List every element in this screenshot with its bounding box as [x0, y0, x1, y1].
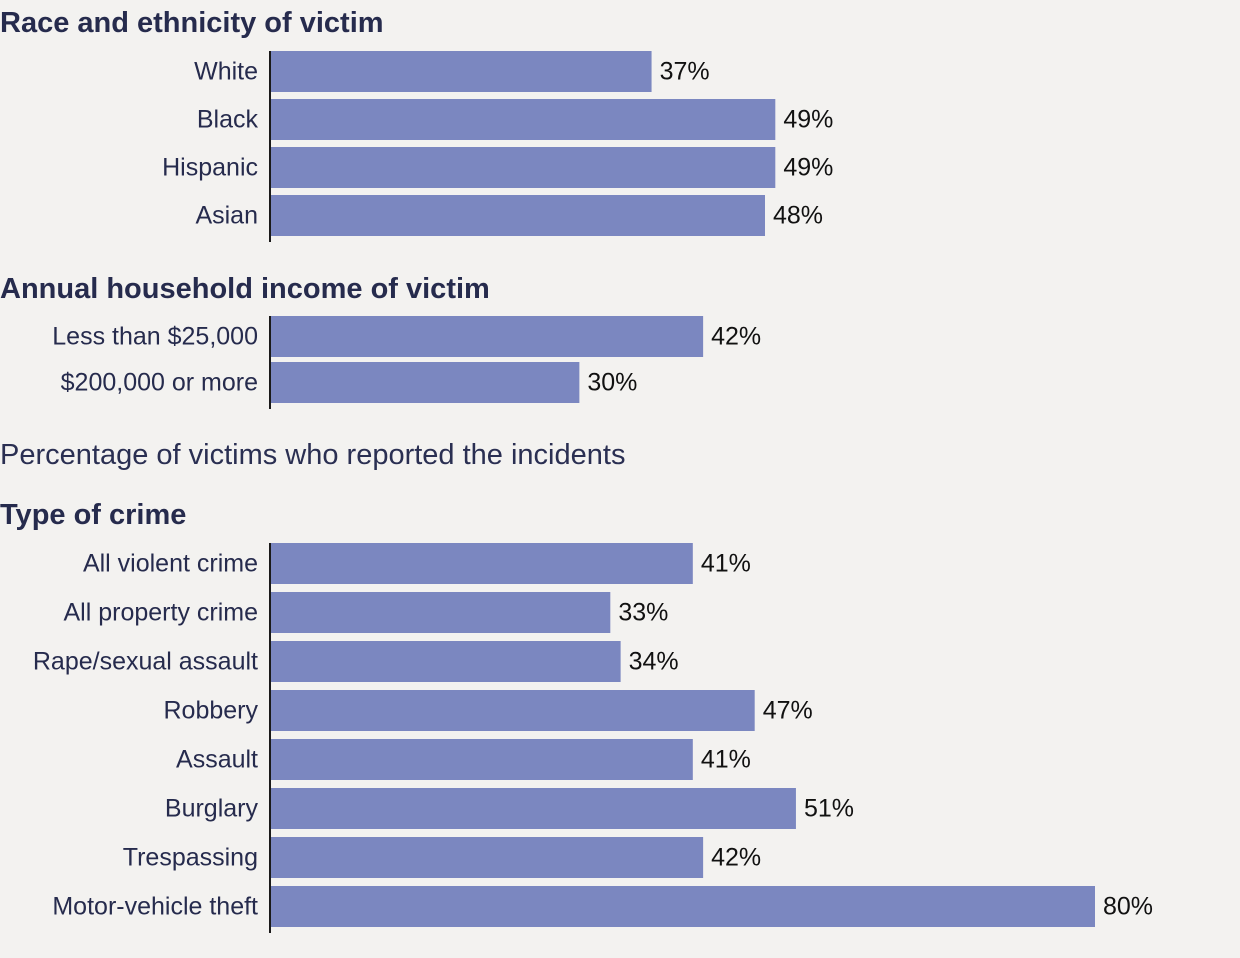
bar-motor-vehicle-theft — [270, 886, 1095, 927]
value-label-less-than-25-000: 42% — [711, 323, 761, 351]
category-label-motor-vehicle-theft: Motor-vehicle theft — [52, 893, 258, 921]
category-label-burglary: Burglary — [165, 795, 259, 823]
value-label-trespassing: 42% — [711, 844, 761, 872]
category-label-black: Black — [197, 106, 259, 134]
bar-assault — [270, 739, 693, 780]
bar-burglary — [270, 788, 796, 829]
category-label-200-000-or-more: $200,000 or more — [61, 369, 258, 397]
value-label-black: 49% — [783, 106, 833, 134]
bar-less-than-25-000 — [270, 316, 704, 357]
bar-white — [270, 51, 652, 92]
type-of-crime-panel: All violent crime 41% All property crime 33… — [33, 543, 1153, 933]
category-label-hispanic: Hispanic — [162, 154, 258, 182]
value-label-200-000-or-more: 30% — [587, 369, 637, 397]
value-label-white: 37% — [660, 58, 710, 86]
bar-robbery — [270, 690, 755, 731]
bar-trespassing — [270, 837, 704, 878]
annual-household-income-of-victim-panel: Less than $25,000 42% $200,000 or more 30% — [52, 316, 761, 409]
category-label-trespassing: Trespassing — [123, 844, 258, 872]
category-label-all-property-crime: All property crime — [64, 599, 259, 627]
value-label-assault: 41% — [701, 746, 751, 774]
crime-panel-title: Type of crime — [0, 499, 186, 531]
category-label-all-violent-crime: All violent crime — [83, 550, 258, 578]
value-label-all-property-crime: 33% — [618, 599, 668, 627]
chart-caption: Percentage of victims who reported the i… — [0, 439, 625, 471]
bar-rape-sexual-assault — [270, 641, 621, 682]
category-label-less-than-25-000: Less than $25,000 — [52, 323, 258, 351]
bar-hispanic — [270, 147, 776, 188]
value-label-all-violent-crime: 41% — [701, 550, 751, 578]
value-label-asian: 48% — [773, 202, 823, 230]
income-panel-title: Annual household income of victim — [0, 273, 490, 305]
category-label-asian: Asian — [195, 202, 258, 230]
category-label-assault: Assault — [176, 746, 258, 774]
bar-all-violent-crime — [270, 543, 693, 584]
race-and-ethnicity-of-victim-panel: White 37% Black 49% Hispanic 49% Asian 48% — [162, 51, 833, 242]
category-label-robbery: Robbery — [164, 697, 259, 725]
value-label-rape-sexual-assault: 34% — [629, 648, 679, 676]
category-label-white: White — [194, 58, 258, 86]
category-label-rape-sexual-assault: Rape/sexual assault — [33, 648, 258, 676]
value-label-hispanic: 49% — [783, 154, 833, 182]
bar-black — [270, 99, 776, 140]
bar-all-property-crime — [270, 592, 611, 633]
race-panel-title: Race and ethnicity of victim — [0, 7, 384, 39]
bar-asian — [270, 195, 765, 236]
value-label-burglary: 51% — [804, 795, 854, 823]
bar-200-000-or-more — [270, 362, 580, 403]
bars-layer: White 37% Black 49% Hispanic 49% Asian 48% Less … — [33, 51, 1153, 933]
value-label-motor-vehicle-theft: 80% — [1103, 893, 1153, 921]
value-label-robbery: 47% — [763, 697, 813, 725]
